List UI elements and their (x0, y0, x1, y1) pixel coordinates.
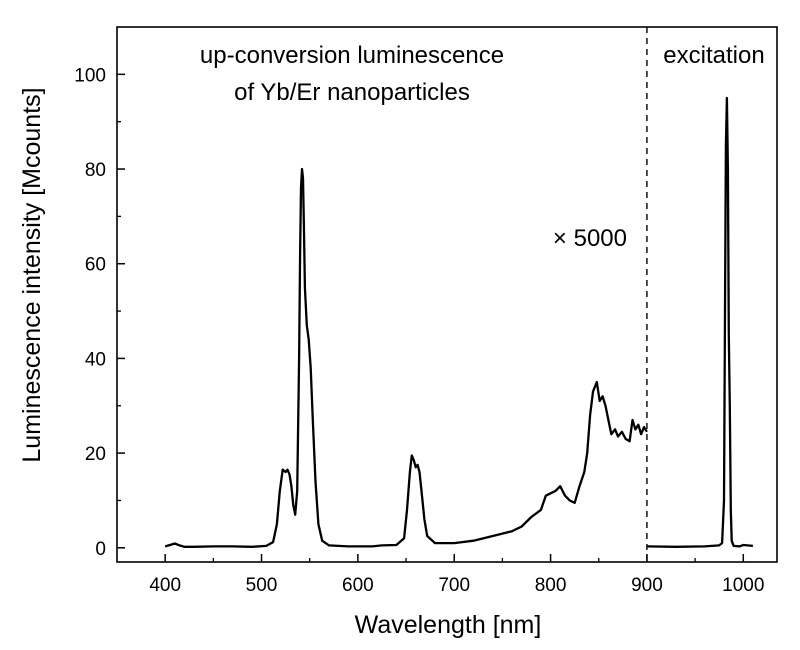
x-tick-label: 700 (438, 575, 470, 596)
y-tick-label: 20 (85, 444, 106, 465)
x-tick-label: 400 (149, 575, 181, 596)
x-tick-label: 1000 (722, 575, 764, 596)
y-tick-label: 80 (85, 160, 106, 181)
plot-area-frame (116, 26, 778, 563)
y-tick-label: 0 (95, 539, 106, 560)
plot-frame (116, 26, 778, 563)
annotation-multiplier: × 5000 (553, 225, 627, 252)
x-tick-label: 900 (631, 575, 663, 596)
y-tick-label: 100 (74, 65, 106, 86)
series-line-upconversion (164, 167, 648, 548)
axis-ticks: 400 500 600 700 800 900 1000 0 20 40 60 80 100 (74, 65, 764, 596)
x-tick-label: 600 (342, 575, 374, 596)
y-axis-title: Luminescence intensity [Mcounts] (18, 87, 46, 462)
series-line-excitation (646, 96, 754, 548)
y-tick-label: 40 (85, 349, 106, 370)
y-tick-label: 60 (85, 255, 106, 276)
x-tick-label: 800 (535, 575, 567, 596)
annotation-right-title: excitation (663, 42, 764, 69)
annotation-left-title-line1: up-conversion luminescence (200, 42, 504, 69)
annotation-left-title-line2: of Yb/Er nanoparticles (234, 79, 470, 106)
x-axis-title: Wavelength [nm] (355, 611, 542, 639)
series-lines (164, 96, 754, 548)
x-tick-label: 500 (246, 575, 278, 596)
